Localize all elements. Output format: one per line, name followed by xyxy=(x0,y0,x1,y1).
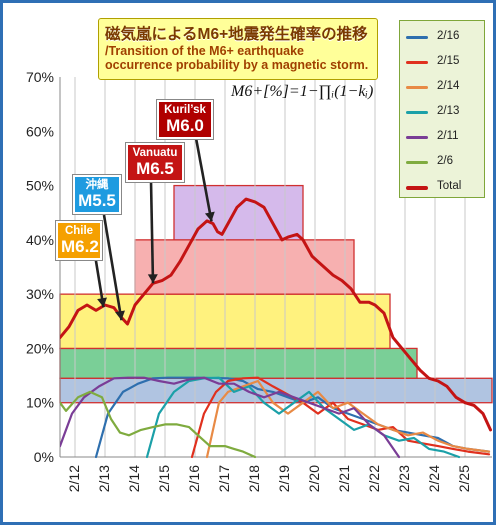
callout-arrowhead xyxy=(115,310,125,321)
callout-kurils-magnitude: M6.0 xyxy=(166,115,204,135)
legend-swatch xyxy=(406,111,428,114)
callout-chile-magnitude: M6.2 xyxy=(61,236,99,256)
legend-label: 2/14 xyxy=(437,80,460,92)
y-tick-label: 50% xyxy=(26,178,54,194)
y-tick-label: 70% xyxy=(26,69,54,85)
legend-swatch xyxy=(406,36,428,39)
legend-item: 2/15 xyxy=(406,52,482,72)
legend-swatch xyxy=(406,86,428,89)
series-line-2-6 xyxy=(60,390,257,459)
x-tick-label: 2/15 xyxy=(156,465,172,492)
x-tick-label: 2/20 xyxy=(306,465,322,492)
x-tick-label: 2/23 xyxy=(396,465,412,492)
callout-vanuatu: Vanuatu M6.5 xyxy=(126,143,184,183)
callout-arrow xyxy=(194,137,213,222)
series-line-2-14 xyxy=(205,379,491,459)
y-tick-label: 40% xyxy=(26,232,54,248)
callout-kurils-name: Kuril’sk xyxy=(164,104,206,116)
legend-item: Total xyxy=(406,177,482,197)
callout-arrow xyxy=(102,214,123,321)
callout-okinawa: 沖縄 M5.5 xyxy=(73,175,121,215)
callout-arrowhead xyxy=(147,274,158,284)
legend-label: 2/6 xyxy=(437,155,453,167)
legend-label: 2/11 xyxy=(437,130,459,142)
legend-label: 2/13 xyxy=(437,105,460,117)
x-tick-label: 2/21 xyxy=(336,465,352,492)
y-tick-label: 0% xyxy=(34,449,54,465)
y-tick-label: 30% xyxy=(26,286,54,302)
callout-arrowhead xyxy=(204,211,215,222)
callout-vanuatu-name: Vanuatu xyxy=(132,147,178,159)
legend-item: 2/6 xyxy=(406,152,482,172)
x-tick-label: 2/13 xyxy=(96,465,112,492)
y-tick-label: 10% xyxy=(26,395,54,411)
x-tick-label: 2/17 xyxy=(216,465,232,492)
callout-arrowhead xyxy=(97,297,107,308)
series-line-2-11 xyxy=(60,376,401,459)
y-tick-label: 20% xyxy=(26,340,54,356)
probability-band-0 xyxy=(59,377,493,404)
callout-vanuatu-magnitude: M6.5 xyxy=(136,158,174,178)
callout-kurils: Kuril’sk M6.0 xyxy=(157,100,213,140)
callout-okinawa-magnitude: M5.5 xyxy=(78,190,116,210)
chart-title-english-line1: /Transition of the M6+ earthquake xyxy=(105,44,304,58)
probability-band-3 xyxy=(134,239,355,295)
probability-band-1 xyxy=(59,347,418,379)
legend-swatch xyxy=(406,136,428,139)
x-tick-label: 2/25 xyxy=(456,465,472,492)
callout-arrow xyxy=(149,180,155,284)
callout-chile-name: Chile xyxy=(64,225,94,237)
series-group xyxy=(60,197,492,459)
x-tick-label: 2/22 xyxy=(366,465,382,492)
x-tick-label: 2/14 xyxy=(126,465,142,492)
chart-legend: 2/16 2/15 2/14 2/13 2/11 2/6 Total xyxy=(399,20,485,198)
legend-item: 2/13 xyxy=(406,102,482,122)
callout-chile: Chile M6.2 xyxy=(56,221,102,261)
legend-item: 2/16 xyxy=(406,27,482,47)
legend-label: 2/15 xyxy=(437,55,460,67)
probability-band-4 xyxy=(173,184,304,241)
x-tick-label: 2/16 xyxy=(186,465,202,492)
legend-item: 2/11 xyxy=(406,127,482,147)
legend-swatch xyxy=(406,161,428,164)
x-tick-label: 2/19 xyxy=(276,465,292,492)
legend-label: 2/16 xyxy=(437,30,460,42)
x-tick-label: 2/12 xyxy=(66,465,82,492)
chart-title-japanese: 磁気嵐によるM6+地震発生確率の推移 xyxy=(105,26,368,43)
y-tick-label: 60% xyxy=(26,123,54,139)
legend-item: 2/14 xyxy=(406,77,482,97)
legend-swatch xyxy=(406,61,428,64)
chart-title-english-line2: occurrence probability by a magnetic sto… xyxy=(105,58,369,72)
probability-formula: M6+[%]=1−∏ᵢ(1−kᵢ) xyxy=(231,83,374,100)
legend-label: Total xyxy=(437,180,462,192)
legend-swatch xyxy=(406,186,428,190)
series-line-total xyxy=(60,197,492,432)
callout-okinawa-name: 沖縄 xyxy=(85,179,109,191)
x-tick-label: 2/24 xyxy=(426,465,442,492)
x-tick-label: 2/18 xyxy=(246,465,262,492)
chart-title-box: 磁気嵐によるM6+地震発生確率の推移 /Transition of the M6… xyxy=(98,18,378,80)
series-line-2-15 xyxy=(190,376,491,459)
